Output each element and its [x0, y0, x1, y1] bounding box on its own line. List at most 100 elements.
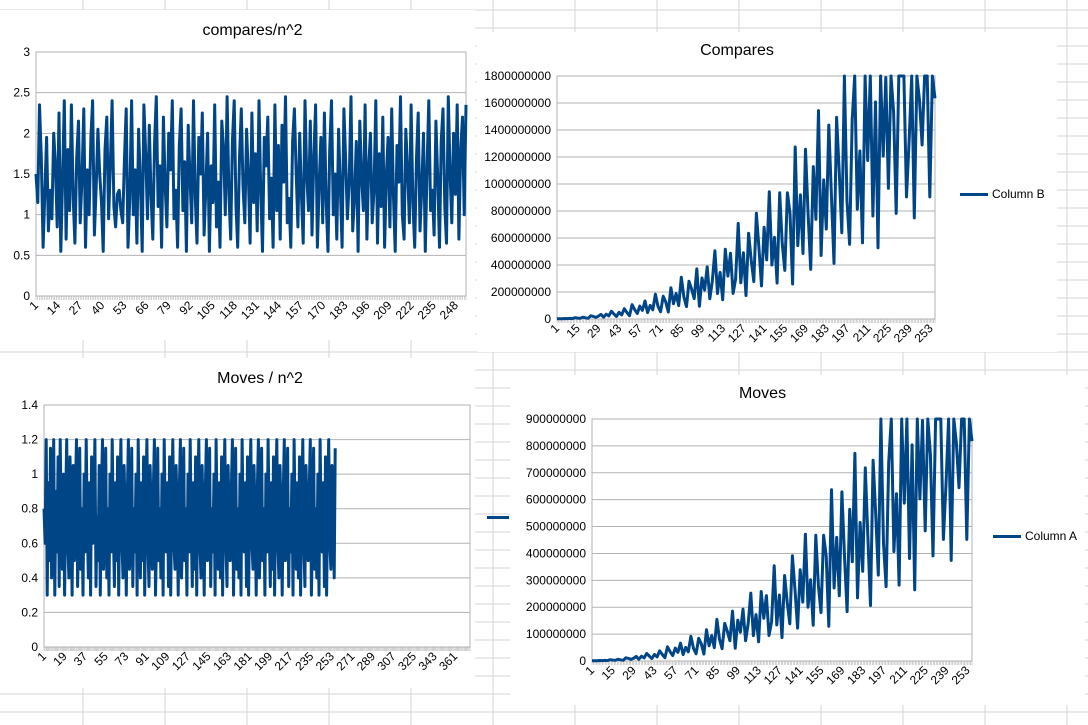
y-tick-label: 3 [23, 45, 30, 59]
y-tick-label: 200000000 [491, 285, 551, 299]
y-tick-label: 0.4 [21, 571, 38, 585]
x-tick-label: 53 [110, 298, 130, 318]
y-tick-label: 0.2 [21, 605, 38, 619]
x-tick-label: 239 [928, 663, 952, 687]
x-tick-label: 211 [850, 321, 874, 345]
x-tick-label: 209 [371, 298, 395, 322]
x-tick-label: 271 [333, 649, 357, 673]
legend-swatch [960, 192, 988, 196]
y-tick-label: 1.5 [13, 167, 30, 181]
x-tick-label: 141 [746, 321, 770, 345]
series-line [42, 438, 337, 597]
x-tick-label: 127 [725, 321, 749, 345]
y-tick-label: 800000000 [526, 439, 586, 453]
x-tick-label: 19 [50, 649, 70, 669]
x-tick-label: 14 [44, 298, 64, 318]
x-tick-label: 155 [803, 663, 827, 687]
x-tick-label: 144 [260, 298, 284, 322]
y-tick-label: 0.5 [13, 248, 30, 262]
x-tick-marks [591, 661, 973, 665]
y-tick-label: 0.8 [21, 502, 38, 516]
x-tick-label: 225 [907, 663, 931, 687]
x-tick-label: 163 [210, 649, 234, 673]
y-tick-label: 1000000000 [484, 177, 551, 191]
x-tick-label: 109 [148, 649, 172, 673]
series-line [592, 417, 974, 663]
x-tick-label: 170 [304, 298, 328, 322]
chart-title: Moves [738, 385, 787, 402]
y-tick-label: 400000000 [491, 258, 551, 272]
x-tick-label: 343 [416, 649, 440, 673]
x-tick-label: 127 [761, 663, 785, 687]
x-tick-label: 66 [132, 298, 152, 318]
y-tick-label: 200000000 [526, 600, 586, 614]
x-tick-label: 118 [217, 298, 241, 322]
x-tick-label: 37 [71, 649, 91, 669]
x-tick-label: 157 [282, 298, 306, 322]
chart-compares-n2[interactable]: compares/n^2 0 0.5 1 1.5 2 2.5 3 1 14 27 40 53 66 79 9… [0, 10, 475, 340]
series-line [34, 95, 468, 253]
y-tick-label: 1200000000 [484, 150, 551, 164]
y-tick-label: 0 [579, 654, 586, 668]
x-tick-label: 361 [436, 649, 460, 673]
y-tick-label: 1800000000 [484, 69, 551, 83]
x-tick-label: 307 [375, 649, 399, 673]
y-tick-label: 0 [31, 640, 38, 654]
x-tick-label: 57 [661, 663, 681, 683]
x-tick-label: 99 [688, 321, 708, 341]
x-tick-label: 55 [91, 649, 111, 669]
x-tick-label: 85 [667, 321, 687, 341]
legend-label: Column B [992, 187, 1045, 201]
y-tick-label: 300000000 [526, 573, 586, 587]
x-tick-label: 225 [870, 321, 894, 345]
x-tick-label: 113 [741, 663, 765, 687]
chart-plot: 00.511.522.531 14 27 40 53 66 79 92105118131144… [13, 45, 468, 322]
x-tick-label: 197 [829, 321, 853, 345]
x-tick-label: 222 [393, 298, 417, 322]
y-tick-label: 600000000 [491, 231, 551, 245]
y-tick-label: 1.2 [21, 433, 38, 447]
x-tick-label: 1 [582, 663, 597, 678]
x-tick-label: 235 [415, 298, 439, 322]
chart-moves-n2[interactable]: Moves / n^2 0 0.2 0.4 0.6 0.8 1 1.2 1.4 1 19 37 55 7… [0, 358, 509, 688]
y-tick-label: 0 [544, 312, 551, 326]
y-tick-label: 800000000 [491, 204, 551, 218]
x-tick-label: 29 [620, 663, 640, 683]
chart-legend: Column A [993, 529, 1077, 543]
chart-compares[interactable]: Compares 0 200000000 400000000 600000000 800… [477, 32, 1057, 352]
x-tick-marks [556, 319, 936, 323]
x-tick-label: 73 [112, 649, 132, 669]
y-tick-label: 0.6 [21, 536, 38, 550]
x-tick-label: 105 [194, 298, 218, 322]
x-tick-label: 248 [437, 298, 461, 322]
y-tick-label: 1400000000 [484, 123, 551, 137]
y-tick-label: 900000000 [526, 412, 586, 426]
y-tick-label: 1 [31, 467, 38, 481]
x-tick-label: 169 [823, 663, 847, 687]
x-tick-label: 253 [912, 321, 936, 345]
x-tick-label: 29 [584, 321, 604, 341]
x-tick-label: 181 [231, 649, 255, 673]
chart-moves[interactable]: Moves 0 100000000 200000000 300000000 400000… [510, 375, 1085, 705]
plot-area [556, 75, 936, 320]
y-tick-label: 500000000 [526, 520, 586, 534]
x-tick-label: 43 [605, 321, 625, 341]
y-tick-label: 1 [23, 208, 30, 222]
x-tick-label: 141 [782, 663, 806, 687]
x-tick-label: 217 [272, 649, 296, 673]
x-tick-label: 91 [133, 649, 153, 669]
chart-plot: 0 200000000 400000000 600000000 800000000 100… [484, 69, 937, 345]
x-tick-marks [43, 647, 471, 651]
x-tick-label: 183 [808, 321, 832, 345]
y-tick-label: 0 [23, 289, 30, 303]
x-tick-label: 71 [647, 321, 667, 341]
x-tick-label: 183 [844, 663, 868, 687]
chart-plot: 00.20.40.60.811.21.41 19 37 55 73 91109127145… [21, 398, 471, 673]
x-tick-label: 71 [682, 663, 702, 683]
x-tick-label: 289 [354, 649, 378, 673]
chart-legend: Column B [960, 187, 1045, 201]
y-tick-label: 2 [23, 126, 30, 140]
x-tick-label: 197 [865, 663, 889, 687]
x-tick-label: 85 [703, 663, 723, 683]
x-tick-label: 211 [887, 663, 911, 687]
